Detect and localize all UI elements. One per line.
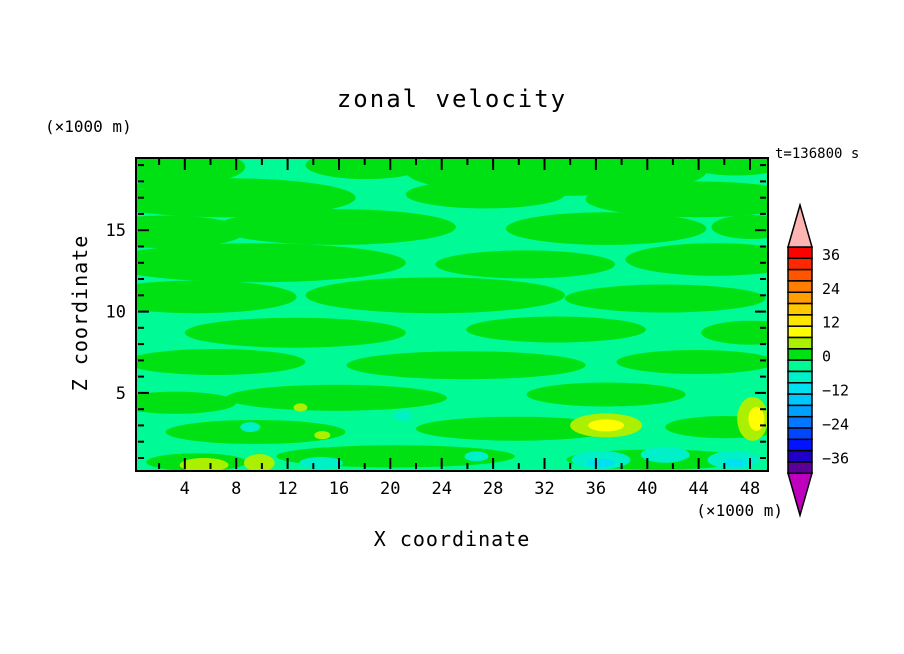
contour-patch <box>243 454 275 471</box>
y-tick-label: 5 <box>116 384 126 404</box>
colorbar-label: 36 <box>822 246 840 264</box>
contour-patch <box>136 243 406 283</box>
plot-frame <box>135 157 769 472</box>
colorbar-segment <box>787 449 813 463</box>
y-tick-label: 15 <box>106 221 126 241</box>
contour-patch <box>299 457 343 469</box>
contour-patch <box>225 384 447 411</box>
contour-patch <box>136 349 306 375</box>
colorbar-segment <box>787 415 813 429</box>
colorbar-segment <box>787 393 813 407</box>
contour-patch <box>748 406 765 431</box>
contour-patch <box>685 157 768 176</box>
contour-patch <box>314 431 331 440</box>
x-axis-unit-label: (×1000 m) <box>696 501 783 520</box>
colorbar-label: −12 <box>822 382 849 400</box>
x-tick-label: 32 <box>534 479 554 499</box>
contour-patch <box>505 212 707 245</box>
contour-patch <box>464 451 489 462</box>
contour-patch <box>136 178 356 218</box>
colorbar-segment <box>787 280 813 294</box>
x-tick-label: 28 <box>483 479 503 499</box>
colorbar-segment <box>787 438 813 452</box>
colorbar-segment <box>787 427 813 441</box>
contour-patch <box>184 317 406 348</box>
contour-patch <box>293 403 308 412</box>
contour-patch <box>179 458 229 471</box>
colorbar-segment <box>787 291 813 305</box>
colorbar-segment <box>787 302 813 316</box>
x-tick-label: 40 <box>637 479 657 499</box>
x-tick-label: 44 <box>688 479 708 499</box>
colorbar-segment <box>787 325 813 339</box>
contour-patch <box>625 243 768 276</box>
contour-patch <box>394 410 413 421</box>
y-axis-title: Z coordinate <box>68 234 92 392</box>
colorbar-segment <box>787 370 813 384</box>
colorbar-segment <box>787 404 813 418</box>
x-tick-label: 36 <box>586 479 606 499</box>
colorbar-segment <box>787 382 813 395</box>
colorbar-segment <box>787 246 813 260</box>
z-axis-unit-label: (×1000 m) <box>45 117 132 136</box>
contour-patch <box>165 420 346 444</box>
colorbar-label: 12 <box>822 314 840 332</box>
contour-patch <box>216 209 456 245</box>
contour-patch <box>240 422 261 433</box>
colorbar-over-arrow <box>787 203 813 248</box>
colorbar-label: 0 <box>822 348 831 366</box>
contour-patch <box>136 391 237 414</box>
time-label: t=136800 s <box>775 146 860 162</box>
colorbar-segment <box>787 314 813 327</box>
colorbar: 36 24 12 0 −12 −24 −36 <box>787 203 849 519</box>
x-tick-label: 20 <box>380 479 400 499</box>
x-tick-label: 16 <box>329 479 349 499</box>
colorbar-segment <box>787 257 813 271</box>
contour-patch <box>586 458 616 468</box>
colorbar-under-arrow <box>787 472 813 519</box>
contour-patch <box>616 350 768 374</box>
colorbar-segment <box>787 359 813 373</box>
colorbar-label: −24 <box>822 416 849 434</box>
x-tick-label: 4 <box>180 479 190 499</box>
contour-patch <box>640 446 690 463</box>
y-tick-label: 10 <box>106 303 126 323</box>
colorbar-segment <box>787 336 813 350</box>
contour-patch <box>711 215 768 239</box>
x-tick-label: 8 <box>231 479 241 499</box>
x-axis-title: X coordinate <box>373 527 531 551</box>
colorbar-segment <box>787 268 813 282</box>
contour-patch <box>136 280 297 314</box>
contour-patch <box>585 181 768 218</box>
contour-patch <box>435 250 616 279</box>
colorbar-segment <box>787 461 813 475</box>
x-tick-label: 48 <box>740 479 760 499</box>
contour-patch <box>305 277 565 314</box>
contour-patch <box>416 416 617 441</box>
plot-title: zonal velocity <box>336 85 568 113</box>
x-tick-label: 12 <box>277 479 297 499</box>
contour-patch <box>701 320 768 345</box>
contour-patch <box>405 180 565 209</box>
contour-patch <box>346 351 586 380</box>
contour-patch <box>724 458 748 468</box>
x-tick-label: 24 <box>431 479 451 499</box>
contour-patch <box>305 157 427 180</box>
contour-patch <box>565 284 766 313</box>
colorbar-segment <box>787 348 813 361</box>
contour-patch <box>136 157 246 185</box>
contour-patch <box>588 419 625 432</box>
contour-field <box>136 157 768 471</box>
contour-patch <box>526 382 686 407</box>
colorbar-label: −36 <box>822 450 849 468</box>
contour-patch <box>136 215 246 249</box>
colorbar-label: 24 <box>822 280 840 298</box>
contour-patch <box>466 316 646 343</box>
